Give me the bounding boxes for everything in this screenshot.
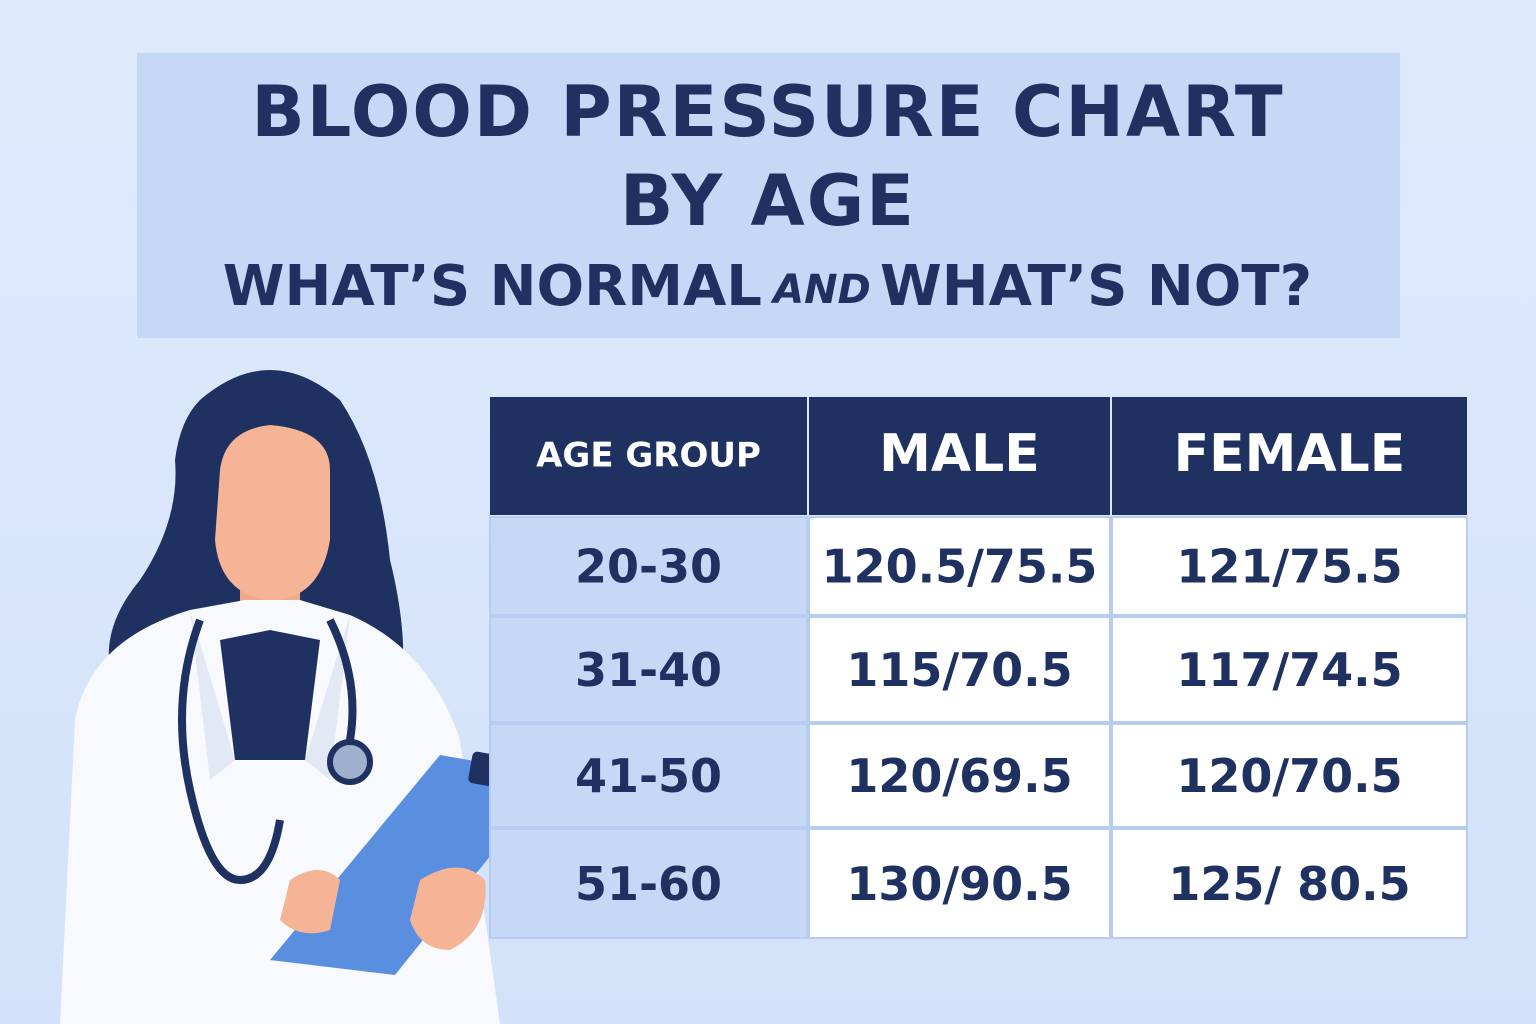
title-box — [137, 53, 1400, 338]
table-cell — [808, 616, 1111, 723]
clipboard — [270, 755, 555, 975]
table-cell — [1111, 828, 1468, 939]
column-header: AGE GROUP — [536, 436, 761, 476]
stethoscope — [178, 618, 284, 885]
stethoscope — [326, 618, 357, 741]
hand — [280, 870, 340, 934]
column-header: MALE — [879, 424, 1040, 484]
stethoscope-head — [327, 739, 373, 785]
blood-pressure: 120.5/75.5 — [822, 540, 1098, 594]
table-cell — [808, 723, 1111, 828]
table-cell — [489, 516, 808, 616]
table-cell — [1111, 723, 1468, 828]
subtitle: WHAT’S NOT? — [880, 254, 1312, 319]
table-cell — [489, 828, 808, 939]
face — [215, 425, 330, 600]
table-cell — [1111, 516, 1468, 616]
blood-pressure: 115/70.5 — [846, 643, 1072, 697]
title-line: BY AGE — [620, 160, 916, 242]
column-header: FEMALE — [1174, 424, 1406, 484]
age-group: 51-60 — [575, 857, 722, 911]
blood-pressure: 130/90.5 — [846, 857, 1072, 911]
age-group: 41-50 — [575, 749, 722, 803]
blood-pressure: 117/74.5 — [1176, 643, 1402, 697]
header-cell — [809, 397, 1110, 515]
blood-pressure: 120/70.5 — [1176, 749, 1402, 803]
subtitle-and: AND — [770, 267, 871, 313]
age-group: 31-40 — [575, 643, 722, 697]
subtitle: WHAT’S NORMAL — [223, 254, 762, 319]
shirt — [220, 630, 320, 760]
header-cell — [490, 397, 807, 515]
table: AGE GROUP MALE FEMALE 20-30 120.5/75.5 121/75… — [489, 397, 1468, 939]
title-line: BLOOD PRESSURE CHART — [251, 71, 1284, 153]
header-cell — [1112, 397, 1467, 515]
doctor-illustration — [60, 370, 555, 1024]
table-cell — [808, 516, 1111, 616]
blood-pressure: 121/75.5 — [1176, 540, 1402, 594]
hand — [410, 867, 486, 950]
table-cell — [1111, 616, 1468, 723]
table-cell — [808, 828, 1111, 939]
table-cell — [489, 723, 808, 828]
age-group: 20-30 — [575, 540, 722, 594]
blood-pressure: 120/69.5 — [846, 749, 1072, 803]
table-cell — [489, 616, 808, 723]
blood-pressure: 125/ 80.5 — [1168, 857, 1410, 911]
